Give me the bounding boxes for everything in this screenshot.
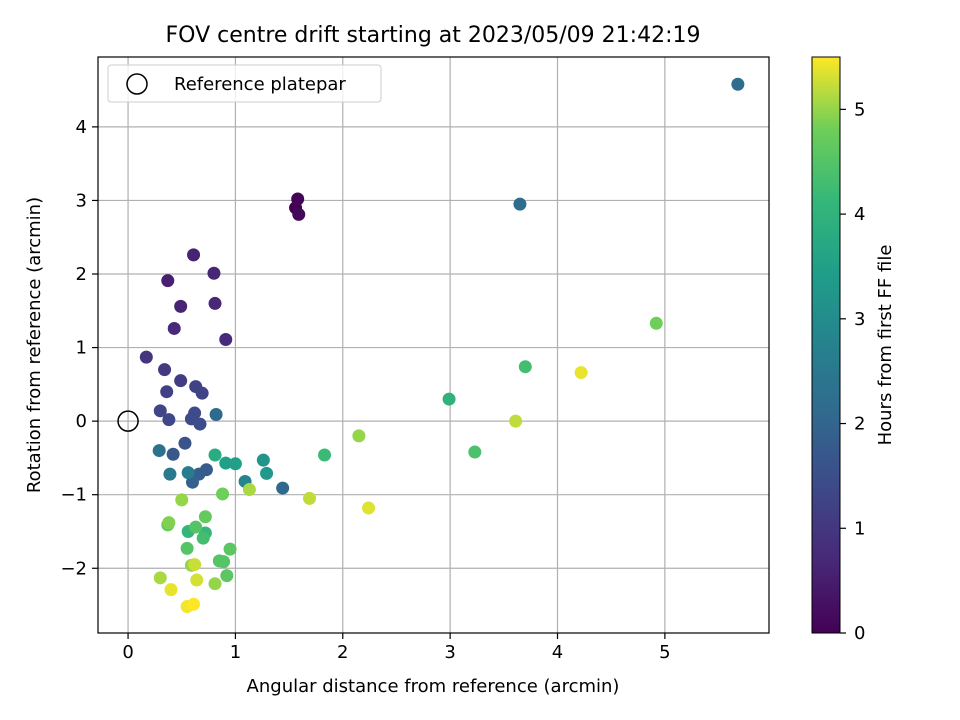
data-point xyxy=(242,483,256,497)
x-tick-label: 1 xyxy=(230,642,241,663)
data-point xyxy=(152,444,166,458)
colorbar: 0 1 2 3 4 5 Hours from first FF file xyxy=(811,56,896,644)
data-point xyxy=(731,77,745,91)
data-point xyxy=(161,274,175,288)
colorbar-tick-label: 4 xyxy=(854,204,865,225)
data-point xyxy=(228,457,242,471)
data-point xyxy=(574,366,588,380)
data-point xyxy=(139,350,153,364)
y-tick-label: −1 xyxy=(60,485,87,506)
data-point xyxy=(175,493,189,507)
y-tick-label: 2 xyxy=(76,264,87,285)
data-point xyxy=(209,408,223,422)
data-point xyxy=(518,360,532,374)
data-point xyxy=(174,374,188,388)
y-tick-label: 4 xyxy=(76,117,87,138)
data-point xyxy=(153,571,167,585)
data-point xyxy=(362,501,376,515)
data-point xyxy=(292,207,306,221)
legend: Reference platepar xyxy=(107,64,382,103)
data-point xyxy=(166,447,180,461)
data-point xyxy=(219,332,233,346)
data-point xyxy=(193,417,207,431)
legend-marker-reference xyxy=(126,73,148,95)
data-point xyxy=(162,516,176,530)
colorbar-tick-label: 0 xyxy=(854,623,865,644)
data-point xyxy=(468,445,482,459)
x-tick-label: 5 xyxy=(659,642,670,663)
data-point xyxy=(217,555,231,569)
colorbar-ticks: 0 1 2 3 4 5 xyxy=(840,99,865,644)
grid xyxy=(98,57,769,633)
legend-label-reference: Reference platepar xyxy=(174,74,346,95)
data-point xyxy=(442,392,456,406)
x-tick-label: 0 xyxy=(122,642,133,663)
data-point xyxy=(208,296,222,310)
data-point xyxy=(196,531,210,545)
data-point xyxy=(198,510,212,524)
reference-platepar-marker xyxy=(117,410,139,432)
x-tick-label: 3 xyxy=(444,642,455,663)
data-point xyxy=(167,321,181,335)
chart-title: FOV centre drift starting at 2023/05/09 … xyxy=(166,23,701,48)
data-point xyxy=(352,429,366,443)
data-point xyxy=(318,448,332,462)
y-tick-label: 1 xyxy=(76,338,87,359)
plot-frame xyxy=(97,56,770,634)
colorbar-gradient xyxy=(811,56,841,634)
legend-box xyxy=(107,64,382,103)
data-point xyxy=(291,192,305,206)
data-points xyxy=(139,77,745,614)
data-point xyxy=(216,487,230,501)
data-point xyxy=(302,491,316,505)
reference-layer xyxy=(117,410,139,432)
data-point xyxy=(219,456,233,470)
colorbar-label: Hours from first FF file xyxy=(875,245,896,446)
data-point xyxy=(188,558,202,572)
y-tick-label: −2 xyxy=(60,558,87,579)
data-point xyxy=(208,448,222,462)
y-axis-ticks: −2 −1 0 1 2 3 4 xyxy=(60,117,98,579)
data-point xyxy=(208,577,222,591)
data-point xyxy=(187,248,201,262)
data-point xyxy=(276,481,290,495)
data-point xyxy=(180,541,194,555)
y-axis-label: Rotation from reference (arcmin) xyxy=(24,197,45,493)
data-point xyxy=(174,299,188,313)
data-point xyxy=(256,453,270,467)
colorbar-tick-label: 2 xyxy=(854,414,865,435)
data-point xyxy=(195,386,209,400)
data-point xyxy=(190,573,204,587)
x-axis-label: Angular distance from reference (arcmin) xyxy=(247,676,620,697)
data-point xyxy=(164,583,178,597)
colorbar-tick-label: 5 xyxy=(854,99,865,120)
x-tick-label: 4 xyxy=(552,642,563,663)
data-point xyxy=(189,520,203,534)
colorbar-tick-label: 3 xyxy=(854,309,865,330)
data-point xyxy=(158,363,172,377)
data-point xyxy=(509,414,523,428)
y-tick-label: 3 xyxy=(76,190,87,211)
data-point xyxy=(162,413,176,427)
data-point xyxy=(181,466,195,480)
data-point xyxy=(207,266,221,280)
y-tick-label: 0 xyxy=(76,411,87,432)
data-point xyxy=(160,385,174,399)
colorbar-tick-label: 1 xyxy=(854,518,865,539)
data-point xyxy=(649,316,663,330)
x-axis-ticks: 0 1 2 3 4 5 xyxy=(122,633,671,663)
data-point xyxy=(220,569,234,583)
data-point xyxy=(163,467,177,481)
data-point xyxy=(513,197,527,211)
data-point xyxy=(260,466,274,480)
data-point xyxy=(187,597,201,611)
x-tick-label: 2 xyxy=(337,642,348,663)
data-point xyxy=(178,436,192,450)
data-point xyxy=(223,542,237,556)
data-point xyxy=(153,404,167,418)
